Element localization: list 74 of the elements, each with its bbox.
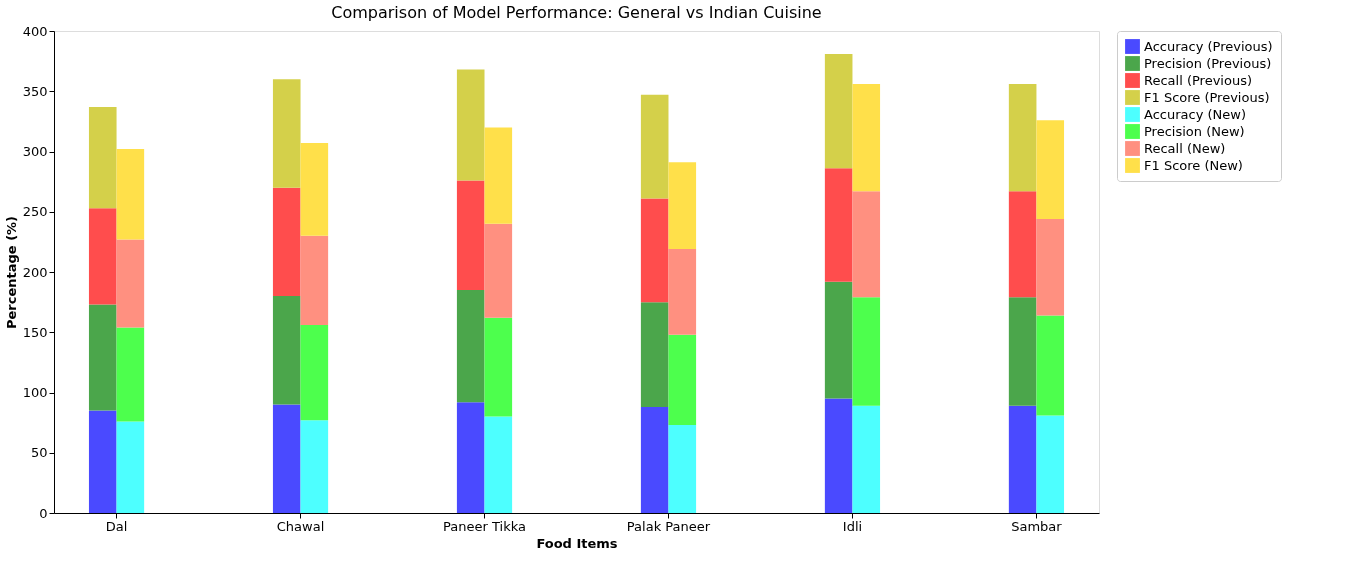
bar (668, 162, 697, 250)
bar (640, 406, 669, 513)
bar (300, 235, 329, 326)
x-tick-label: Sambar (1011, 518, 1063, 534)
bar (456, 69, 485, 181)
bar (824, 398, 853, 513)
bar (640, 94, 669, 199)
bar (1008, 191, 1037, 298)
y-tick-label: 100 (22, 385, 48, 400)
bar (824, 168, 853, 282)
bar (456, 402, 485, 513)
bar (88, 304, 117, 411)
bar (1008, 84, 1037, 192)
bar (88, 106, 117, 209)
bar (116, 327, 145, 422)
y-tick-label: 250 (22, 204, 48, 220)
x-tick-label: Idli (842, 518, 863, 534)
bar (640, 302, 669, 407)
bar (668, 334, 697, 426)
x-axis-title: Food Items (536, 535, 618, 551)
bar (300, 143, 329, 236)
y-tick-label: 200 (22, 264, 48, 280)
y-tick-label: 300 (22, 144, 48, 159)
bar (456, 290, 485, 403)
y-tick-label: 350 (22, 83, 48, 99)
bar (824, 53, 853, 169)
legend-label: Recall (New) (1144, 140, 1226, 156)
bar (1008, 405, 1037, 513)
bar (456, 180, 485, 291)
y-axis-title: Percentage (%) (3, 215, 19, 330)
bar (484, 317, 513, 417)
bar (1008, 297, 1037, 406)
bar (1036, 415, 1065, 513)
bar (300, 325, 329, 421)
y-tick-label: 150 (22, 324, 48, 340)
y-tick-label: 0 (39, 505, 48, 521)
bar (272, 79, 301, 188)
chart-title: Comparison of Model Performance: General vs Indian Cuisine (331, 3, 822, 22)
bar (116, 239, 145, 328)
bar (484, 223, 513, 318)
legend-label: Accuracy (New) (1144, 106, 1246, 122)
bar (88, 410, 117, 513)
x-tick-label: Chawal (276, 518, 325, 534)
bar (1036, 120, 1065, 219)
y-tick-label: 400 (22, 23, 48, 39)
bar (824, 281, 853, 399)
bar (300, 420, 329, 513)
bar (852, 191, 881, 298)
bar (272, 187, 301, 297)
bar (272, 404, 301, 513)
bar (484, 127, 513, 224)
legend-label: Recall (Previous) (1144, 72, 1252, 88)
x-tick-label: Dal (105, 518, 128, 534)
bar (484, 416, 513, 513)
bar (88, 208, 117, 305)
bar (852, 84, 881, 192)
legend-label: Accuracy (Previous) (1144, 38, 1273, 54)
bar (1036, 315, 1065, 416)
bar (668, 249, 697, 335)
bar (852, 405, 881, 513)
bar (668, 425, 697, 513)
legend-label: F1 Score (New) (1144, 157, 1243, 173)
legend-label: Precision (Previous) (1144, 55, 1272, 71)
bar (116, 421, 145, 513)
bar (852, 297, 881, 406)
bar (640, 198, 669, 303)
legend-label: Precision (New) (1144, 123, 1245, 139)
bar (1036, 218, 1065, 316)
bar (272, 296, 301, 405)
x-tick-label: Paneer Tikka (443, 518, 526, 534)
y-tick-label: 50 (30, 445, 48, 461)
legend-label: F1 Score (Previous) (1144, 89, 1270, 105)
x-tick-label: Palak Paneer (626, 518, 711, 534)
bar (116, 149, 145, 240)
